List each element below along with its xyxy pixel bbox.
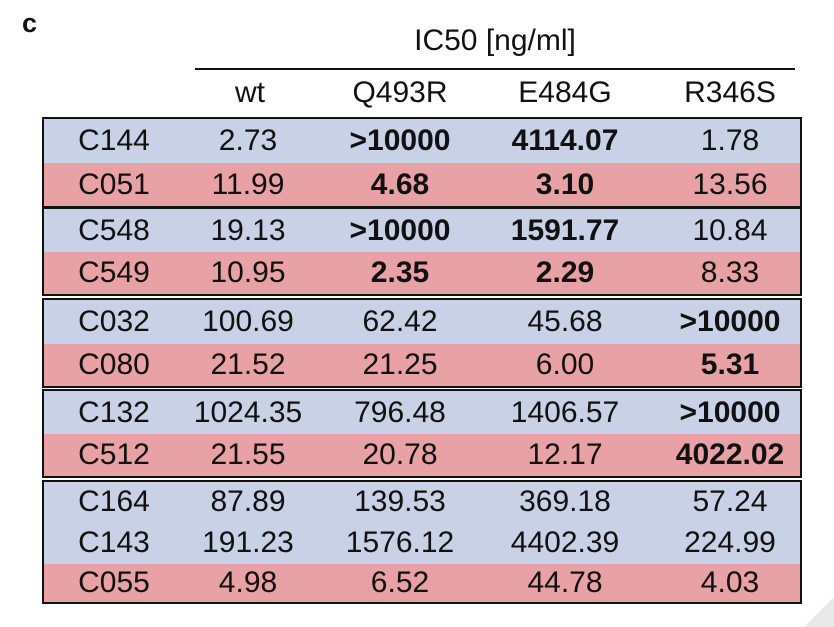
ic50-value-e484g: 3.10: [535, 167, 595, 201]
ic50-value-q493r: 796.48: [354, 395, 446, 429]
antibody-name: C164: [78, 485, 150, 518]
table-row: C512 21.55 20.78 12.17 4022.02: [44, 434, 800, 476]
ic50-value-q493r: 21.25: [362, 348, 438, 381]
ic50-value-r346s: 5.31: [700, 348, 760, 381]
ic50-value-q493r: >10000: [349, 213, 451, 247]
ic50-value-wt: 4.98: [218, 566, 278, 599]
ic50-value-wt: 19.13: [210, 213, 286, 247]
ic50-value-r346s: 1.78: [700, 124, 760, 157]
table-group: C144 2.73 >10000 4114.07 1.78 C051 11.99 4.68 3.…: [42, 117, 802, 208]
column-header-q493r: Q493R: [352, 76, 448, 109]
ic50-value-r346s: >10000: [679, 305, 781, 338]
table-row: C051 11.99 4.68 3.10 13.56: [44, 163, 800, 206]
antibody-name: C055: [78, 566, 150, 599]
ic50-value-wt: 10.95: [210, 256, 286, 289]
table-row: C164 87.89 139.53 369.18 57.24: [44, 482, 800, 522]
ic50-value-wt: 1024.35: [193, 395, 303, 429]
ic50-value-e484g: 44.78: [527, 566, 603, 599]
table-row: C548 19.13 >10000 1591.77 10.84: [44, 209, 800, 252]
table-row: C032 100.69 62.42 45.68 >10000: [44, 300, 800, 344]
ic50-value-r346s: 57.24: [692, 485, 768, 518]
ic50-value-wt: 11.99: [211, 167, 285, 201]
antibody-name: C512: [78, 438, 150, 471]
antibody-name: C143: [78, 526, 150, 559]
table-group: C164 87.89 139.53 369.18 57.24 C143 191.23 1576…: [42, 480, 802, 604]
ic50-value-e484g: 12.17: [527, 438, 603, 471]
ic50-value-e484g: 1591.77: [510, 213, 620, 247]
ic50-value-q493r: 1576.12: [345, 526, 455, 559]
ic50-value-q493r: 139.53: [354, 485, 446, 518]
ic50-value-e484g: 1406.57: [510, 395, 620, 429]
column-header-r346s: R346S: [684, 76, 776, 109]
ic50-value-wt: 21.52: [210, 348, 286, 381]
ic50-value-wt: 191.23: [202, 526, 294, 559]
ic50-value-wt: 87.89: [210, 485, 286, 518]
table-header-title: IC50 [ng/ml]: [414, 24, 576, 57]
ic50-value-wt: 2.73: [218, 124, 278, 157]
ic50-value-r346s: 4.03: [700, 566, 760, 599]
column-header-wt: wt: [235, 76, 265, 109]
ic50-value-r346s: 224.99: [684, 526, 776, 559]
ic50-value-e484g: 2.29: [535, 256, 595, 289]
table-row: C080 21.52 21.25 6.00 5.31: [44, 344, 800, 386]
ic50-value-q493r: 6.52: [370, 566, 430, 599]
table-row: C549 10.95 2.35 2.29 8.33: [44, 252, 800, 294]
ic50-value-e484g: 4402.39: [510, 526, 620, 559]
ic50-value-q493r: 2.35: [370, 256, 430, 289]
antibody-name: C144: [78, 124, 150, 157]
table-row: C143 191.23 1576.12 4402.39 224.99: [44, 522, 800, 564]
ic50-value-r346s: 4022.02: [675, 438, 785, 471]
antibody-name: C051: [78, 167, 150, 201]
ic50-value-q493r: 20.78: [362, 438, 438, 471]
panel-label: c: [22, 8, 38, 38]
ic50-value-q493r: >10000: [349, 124, 451, 157]
antibody-name: C132: [78, 395, 150, 429]
ic50-value-e484g: 45.68: [527, 305, 603, 338]
table-row: C132 1024.35 796.48 1406.57 >10000: [44, 391, 800, 434]
table-group: C548 19.13 >10000 1591.77 10.84 C549 10.95 2.35…: [42, 207, 802, 296]
ic50-value-r346s: 8.33: [700, 256, 760, 289]
table-row: C055 4.98 6.52 44.78 4.03: [44, 564, 800, 602]
ic50-value-r346s: 13.56: [692, 167, 768, 201]
column-header-e484g: E484G: [518, 76, 612, 109]
table-group: C032 100.69 62.42 45.68 >10000 C080 21.52 21.25…: [42, 298, 802, 388]
ic50-value-e484g: 4114.07: [511, 124, 619, 157]
ic50-value-wt: 21.55: [210, 438, 286, 471]
page-corner: [804, 597, 834, 627]
ic50-value-r346s: >10000: [679, 395, 781, 429]
ic50-value-q493r: 62.42: [362, 305, 438, 338]
ic50-value-r346s: 10.84: [692, 213, 768, 247]
ic50-value-wt: 100.69: [202, 305, 294, 338]
antibody-name: C032: [78, 305, 150, 338]
antibody-name: C080: [78, 348, 150, 381]
ic50-value-e484g: 369.18: [519, 485, 611, 518]
ic50-value-q493r: 4.68: [370, 167, 430, 201]
header-rule: [195, 68, 795, 70]
antibody-name: C548: [78, 213, 150, 247]
table-row: C144 2.73 >10000 4114.07 1.78: [44, 119, 800, 163]
table-group: C132 1024.35 796.48 1406.57 >10000 C512 21.55 2…: [42, 389, 802, 478]
ic50-value-e484g: 6.00: [535, 348, 595, 381]
antibody-name: C549: [78, 256, 150, 289]
